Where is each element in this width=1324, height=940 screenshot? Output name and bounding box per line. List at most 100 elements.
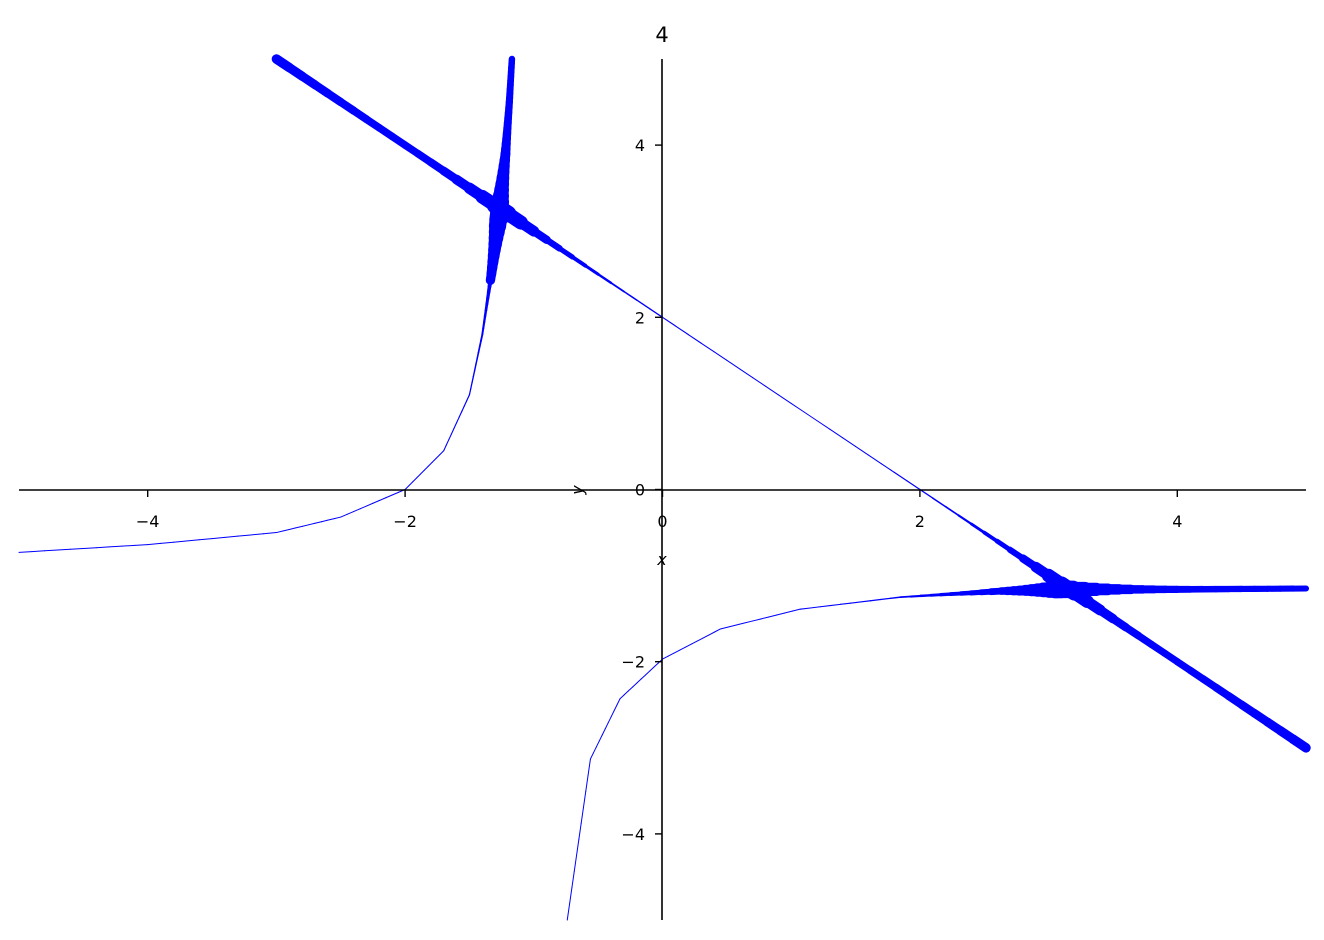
curve-segment: [596, 273, 613, 285]
curve-segment: [391, 491, 400, 496]
curve-segment: [775, 612, 785, 616]
curve-segment: [829, 603, 841, 607]
curve-segment: [44, 549, 59, 552]
curve-segment: [944, 505, 960, 517]
curve-segment: [661, 655, 669, 660]
curve-segment: [764, 385, 779, 396]
curve-segment: [275, 530, 284, 534]
curve-segment: [1288, 734, 1311, 753]
curve-segment: [880, 463, 895, 473]
curve-segment: [404, 485, 410, 491]
curve-segment: [889, 596, 902, 600]
curve-segment: [443, 444, 447, 452]
curve-segment: [320, 519, 329, 523]
curve-segment: [702, 634, 710, 639]
curve-segment: [739, 368, 754, 379]
curve-segment: [82, 547, 97, 549]
curve-segment: [859, 600, 872, 603]
curve-segment: [134, 544, 149, 546]
curve-segment: [743, 620, 753, 624]
curve-segment: [108, 545, 123, 548]
curve-segment: [470, 382, 473, 390]
curve-segment: [587, 758, 591, 776]
curve-segment: [604, 722, 609, 730]
x-tick-label: −4: [136, 512, 160, 531]
curve-segment: [295, 525, 303, 529]
curve-segment: [752, 377, 766, 387]
curve-segment: [893, 471, 908, 482]
curve-segment: [478, 339, 482, 348]
curve-segment: [463, 399, 468, 407]
curve-segment: [899, 595, 912, 598]
curve-segment: [957, 514, 973, 526]
curve-segment: [471, 376, 474, 384]
curve-segment: [211, 536, 226, 540]
curve-segment: [566, 903, 571, 921]
curve-segment: [385, 494, 393, 499]
curve-segment: [427, 461, 433, 467]
curve-segment: [623, 290, 638, 301]
curve-segment: [31, 550, 46, 553]
curve-segment: [783, 610, 793, 614]
curve-segment: [172, 540, 187, 543]
curve-segment: [583, 264, 600, 276]
curve-segment: [359, 505, 367, 510]
curve-segment: [879, 597, 892, 601]
curve-segment: [759, 616, 769, 620]
curve-segment: [237, 534, 252, 537]
curve-segment: [365, 502, 374, 507]
y-axis-label: y: [568, 485, 587, 496]
curve-segment: [636, 299, 651, 310]
curve-segment: [598, 734, 603, 742]
curve-segment: [573, 855, 578, 873]
curve-segment: [919, 594, 932, 598]
curve-segment: [982, 530, 999, 544]
curve-segment: [147, 542, 162, 546]
curve-segment: [578, 822, 582, 840]
curve-segment: [458, 411, 463, 418]
curve-segment: [353, 508, 361, 513]
curve-segment: [735, 622, 745, 626]
curve-segment: [649, 308, 664, 318]
curve-segment: [696, 637, 704, 642]
curve-segment: [777, 394, 792, 404]
curve-segment: [263, 532, 277, 535]
curve-segment: [250, 533, 265, 536]
curve-segment: [372, 500, 380, 504]
curve-segment: [468, 388, 472, 396]
curve-segment: [557, 245, 575, 260]
curve-segment: [340, 513, 348, 518]
curve-segment: [727, 624, 737, 628]
curve-segment: [619, 694, 625, 700]
curve-segment: [57, 548, 71, 551]
curve-segment: [869, 598, 882, 602]
y-tick-label: 4: [635, 136, 645, 155]
curve-branch-1: [271, 54, 1311, 753]
curve-segment: [121, 544, 136, 547]
curve-segment: [570, 255, 588, 268]
curve-segment: [69, 547, 84, 550]
curve-segment: [431, 457, 437, 463]
curve-segment: [799, 607, 811, 610]
curve-segment: [466, 394, 471, 401]
curve-segment: [314, 521, 322, 524]
curve-segment: [595, 740, 600, 748]
curve-segment: [224, 535, 239, 538]
curve-segment: [685, 643, 692, 648]
curve-segment: [767, 614, 777, 618]
curve-segment: [849, 601, 862, 604]
curve-segment: [829, 428, 844, 439]
curve-segment: [667, 652, 675, 657]
curve-segment: [661, 316, 676, 327]
curve-segment: [301, 524, 310, 527]
curve-segment: [628, 686, 634, 692]
curve-segment: [819, 605, 831, 608]
curve-branch-2: [18, 55, 516, 553]
x-tick-label: −2: [393, 512, 417, 531]
curve-segment: [708, 631, 716, 636]
curve-segment: [906, 480, 921, 491]
x-tick-label: 4: [1172, 512, 1182, 531]
curve-segment: [580, 806, 584, 824]
curve-segment: [282, 528, 290, 532]
curve-segment: [610, 710, 615, 718]
